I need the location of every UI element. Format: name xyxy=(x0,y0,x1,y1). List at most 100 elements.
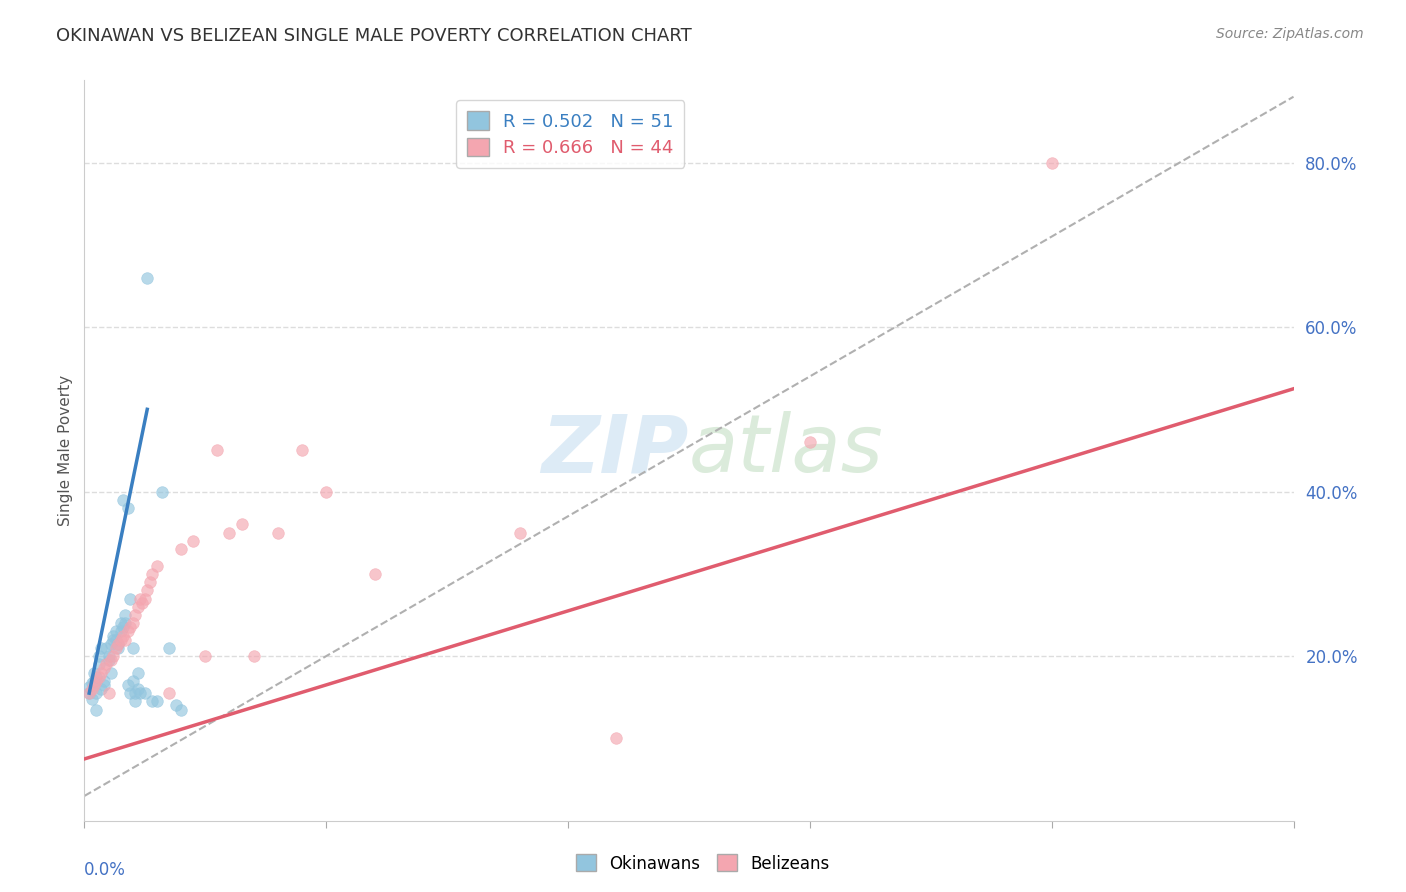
Point xyxy=(110,624,132,639)
Point xyxy=(103,649,125,664)
Point xyxy=(129,686,152,700)
Point xyxy=(170,703,193,717)
Point xyxy=(114,616,136,631)
Point xyxy=(107,640,129,655)
Text: 0.0%: 0.0% xyxy=(84,862,127,880)
Point xyxy=(121,673,143,688)
Point xyxy=(315,484,337,499)
Point xyxy=(80,681,103,696)
Point xyxy=(134,686,156,700)
Point xyxy=(194,649,217,664)
Point xyxy=(93,673,115,688)
Point xyxy=(1040,155,1063,169)
Point xyxy=(90,640,112,655)
Text: atlas: atlas xyxy=(689,411,884,490)
Point xyxy=(86,703,108,717)
Point xyxy=(104,624,127,639)
Point xyxy=(110,632,132,647)
Point xyxy=(120,591,142,606)
Point xyxy=(291,443,314,458)
Point xyxy=(207,443,229,458)
Point xyxy=(114,632,136,647)
Point xyxy=(181,533,204,548)
Point xyxy=(124,686,146,700)
Point xyxy=(134,591,156,606)
Point xyxy=(112,492,135,507)
Point xyxy=(87,649,110,664)
Point xyxy=(93,678,115,692)
Point xyxy=(157,640,180,655)
Point xyxy=(121,616,143,631)
Point xyxy=(146,558,169,573)
Point xyxy=(86,673,108,688)
Point xyxy=(120,686,142,700)
Point xyxy=(146,694,169,708)
Legend: R = 0.502   N = 51, R = 0.666   N = 44: R = 0.502 N = 51, R = 0.666 N = 44 xyxy=(456,101,685,168)
Point xyxy=(129,591,152,606)
Point xyxy=(121,640,143,655)
Point xyxy=(218,525,240,540)
Point xyxy=(112,620,135,634)
Point xyxy=(124,694,146,708)
Point xyxy=(90,681,112,696)
Point xyxy=(86,670,108,684)
Point xyxy=(799,435,821,450)
Point xyxy=(242,649,264,664)
Point xyxy=(112,628,135,642)
Point xyxy=(117,678,139,692)
Point xyxy=(80,676,103,690)
Point xyxy=(97,653,120,667)
Point xyxy=(77,681,100,695)
Point xyxy=(127,665,149,680)
Text: OKINAWAN VS BELIZEAN SINGLE MALE POVERTY CORRELATION CHART: OKINAWAN VS BELIZEAN SINGLE MALE POVERTY… xyxy=(56,27,692,45)
Point xyxy=(165,698,187,713)
Point xyxy=(97,649,120,664)
Point xyxy=(77,686,100,700)
Point xyxy=(103,628,125,642)
Point xyxy=(87,670,110,684)
Point xyxy=(141,694,163,708)
Point xyxy=(107,637,129,651)
Point xyxy=(103,632,125,647)
Point xyxy=(100,653,122,667)
Point xyxy=(117,624,139,639)
Point xyxy=(136,583,159,598)
Point xyxy=(90,665,112,680)
Point xyxy=(150,484,173,499)
Point xyxy=(83,673,105,688)
Point xyxy=(605,731,627,746)
Point xyxy=(267,525,290,540)
Point xyxy=(170,542,193,557)
Point xyxy=(100,665,122,680)
Point xyxy=(97,686,120,700)
Point xyxy=(86,686,108,700)
Point xyxy=(104,640,127,655)
Point xyxy=(80,692,103,706)
Point xyxy=(104,632,127,647)
Point xyxy=(114,607,136,622)
Point xyxy=(77,686,100,700)
Point xyxy=(107,637,129,651)
Text: ZIP: ZIP xyxy=(541,411,689,490)
Legend: Okinawans, Belizeans: Okinawans, Belizeans xyxy=(569,847,837,880)
Text: Source: ZipAtlas.com: Source: ZipAtlas.com xyxy=(1216,27,1364,41)
Point xyxy=(110,616,132,631)
Point xyxy=(83,678,105,692)
Y-axis label: Single Male Poverty: Single Male Poverty xyxy=(58,375,73,526)
Point xyxy=(87,657,110,672)
Point xyxy=(141,566,163,581)
Point xyxy=(100,637,122,651)
Point xyxy=(94,657,117,672)
Point xyxy=(509,525,531,540)
Point xyxy=(120,620,142,634)
Point xyxy=(93,661,115,675)
Point xyxy=(138,575,160,590)
Point xyxy=(117,501,139,516)
Point xyxy=(231,517,253,532)
Point xyxy=(127,599,149,614)
Point xyxy=(363,566,385,581)
Point xyxy=(94,640,117,655)
Point xyxy=(157,686,180,700)
Point xyxy=(127,681,149,696)
Point xyxy=(131,596,153,610)
